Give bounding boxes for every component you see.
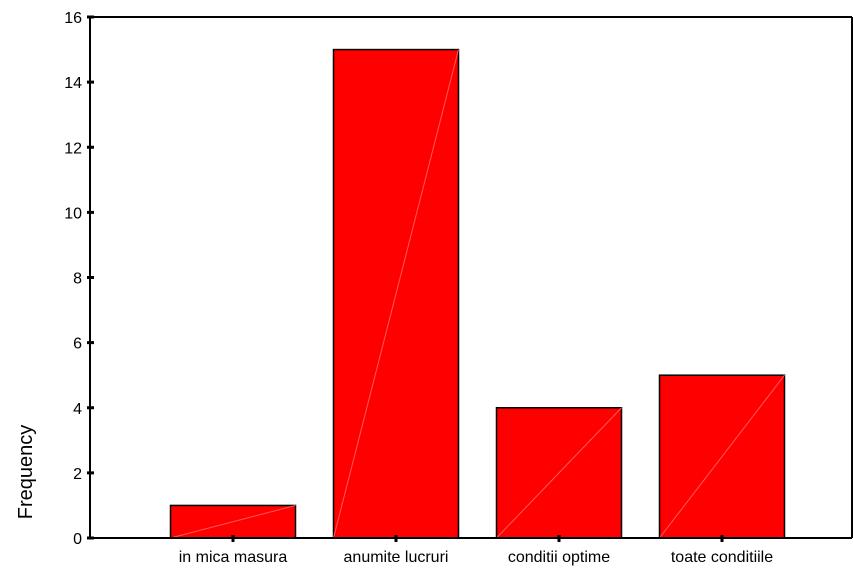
bar-shading-line bbox=[659, 374, 785, 539]
x-tick-label: anumite lucruri bbox=[344, 549, 449, 566]
y-axis-title: Frequency bbox=[15, 425, 37, 520]
y-tick-label: 2 bbox=[73, 466, 82, 483]
x-tick-label: conditii optime bbox=[508, 549, 610, 566]
y-tick-label: 6 bbox=[73, 336, 82, 353]
y-tick-label: 16 bbox=[64, 10, 82, 27]
y-tick-label: 4 bbox=[73, 401, 82, 418]
y-axis: 0 2 4 6 8 10 12 14 16 bbox=[64, 10, 94, 548]
x-tick-label: toate conditiile bbox=[671, 549, 773, 566]
y-tick-label: 12 bbox=[64, 140, 82, 157]
x-tick-label: in mica masura bbox=[179, 549, 288, 566]
bar-shading-line bbox=[333, 49, 459, 539]
y-tick-label: 14 bbox=[64, 75, 82, 92]
y-tick-label: 10 bbox=[64, 205, 82, 222]
plot-frame bbox=[90, 16, 853, 538]
bars-group bbox=[169, 48, 786, 539]
y-tick-label: 8 bbox=[73, 271, 82, 288]
bar-shading-line bbox=[170, 504, 296, 539]
bar-shading-line bbox=[496, 407, 622, 539]
x-axis: in mica masura anumite lucruri conditii op… bbox=[90, 535, 852, 566]
y-tick-label: 0 bbox=[73, 531, 82, 548]
